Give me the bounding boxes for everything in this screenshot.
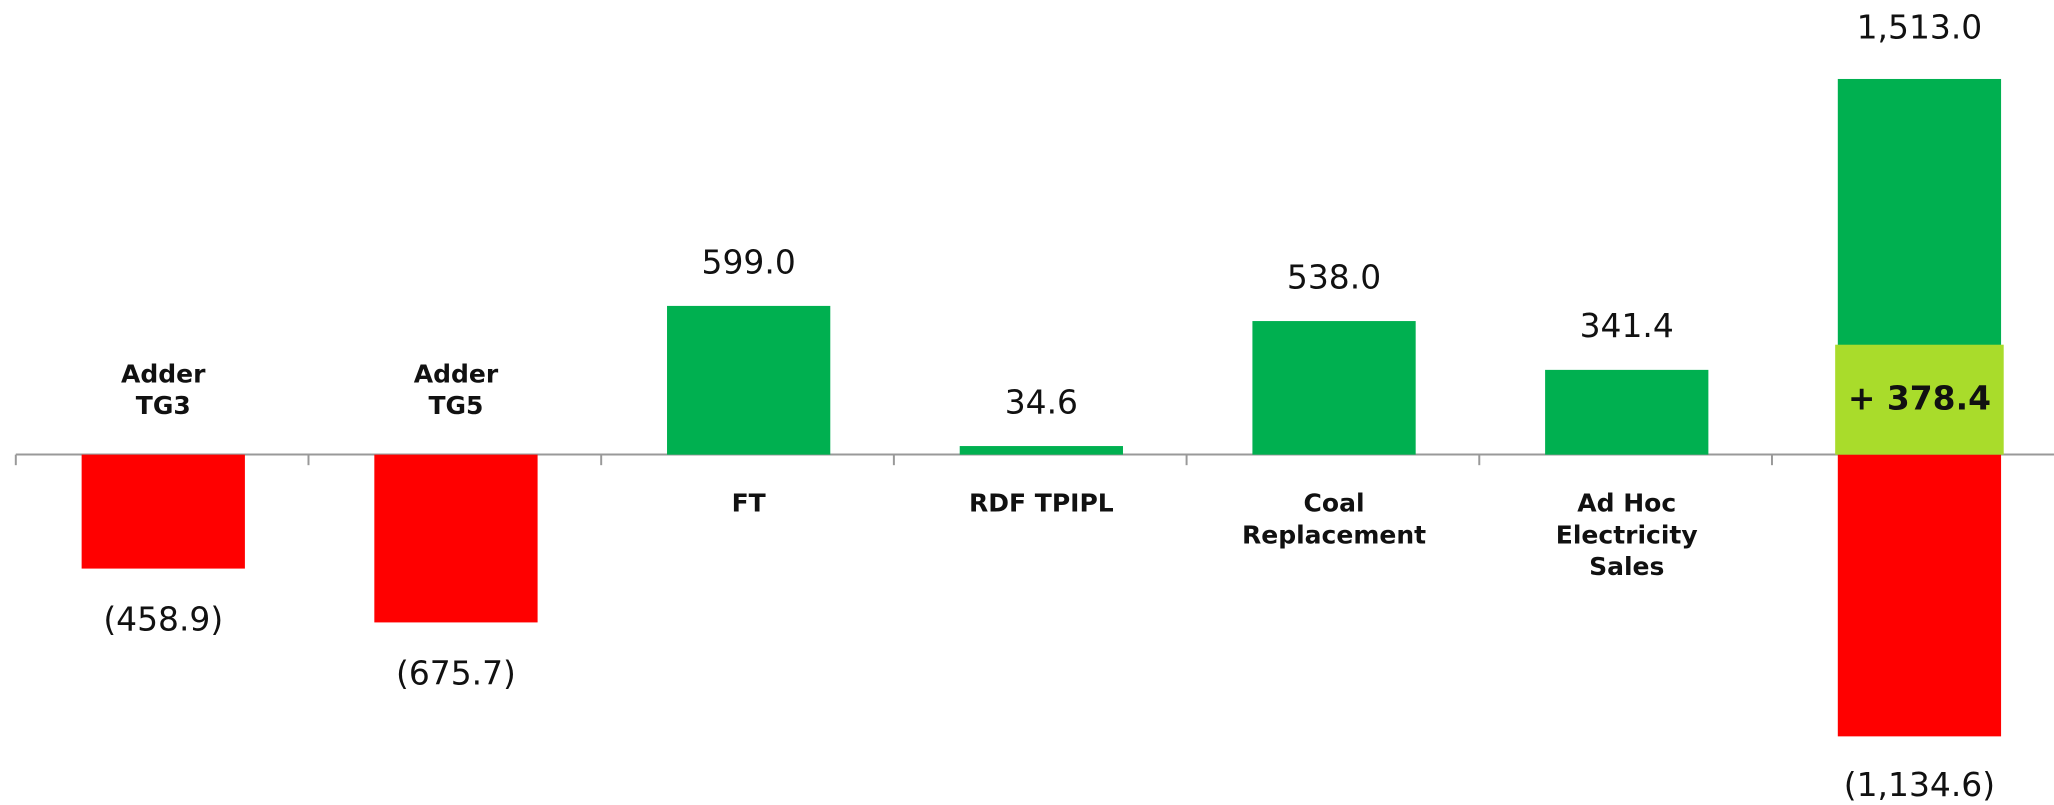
- value-label: 34.6: [1005, 382, 1078, 421]
- category-label: Replacement: [1242, 520, 1426, 549]
- category-label: Coal: [1304, 489, 1365, 518]
- bar: [374, 454, 538, 623]
- bar: [667, 305, 831, 455]
- value-label: 341.4: [1580, 306, 1674, 345]
- category-label: TG3: [136, 391, 191, 420]
- bar: [1252, 321, 1416, 455]
- value-label: (675.7): [396, 654, 516, 693]
- net-box: [1835, 344, 2004, 455]
- total-negative-bar: [1837, 454, 2002, 737]
- bar: [959, 446, 1123, 455]
- category-label: Adder: [121, 360, 206, 389]
- value-label: (1,134.6): [1844, 765, 1995, 804]
- category-label: Adder: [414, 360, 499, 389]
- category-label: TG5: [428, 391, 483, 420]
- category-label: RDF TPIPL: [969, 489, 1114, 518]
- value-label: 538.0: [1287, 257, 1381, 296]
- category-label: FT: [732, 489, 766, 518]
- category-label: Ad Hoc: [1577, 489, 1676, 518]
- value-label: 1,513.0: [1857, 7, 1983, 46]
- net-label: + 378.4: [1848, 379, 1991, 418]
- bar: [81, 454, 245, 569]
- category-label: Electricity: [1556, 520, 1698, 549]
- value-label: 599.0: [702, 242, 796, 281]
- value-label: (458.9): [103, 600, 223, 639]
- bar: [1545, 369, 1709, 455]
- category-label: Sales: [1589, 552, 1664, 581]
